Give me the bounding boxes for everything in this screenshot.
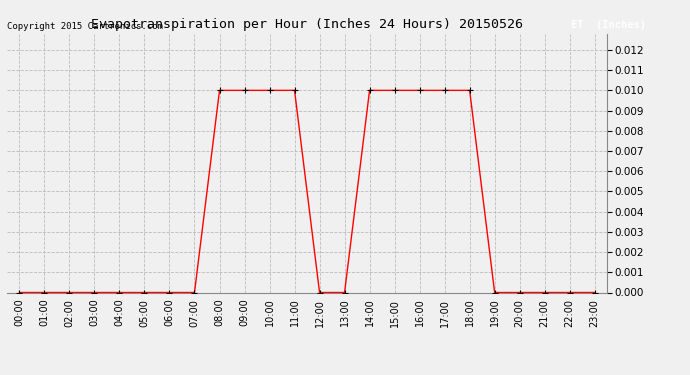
Text: Copyright 2015 Cartronics.com: Copyright 2015 Cartronics.com bbox=[7, 22, 163, 31]
Title: Evapotranspiration per Hour (Inches 24 Hours) 20150526: Evapotranspiration per Hour (Inches 24 H… bbox=[91, 18, 523, 31]
Text: ET  (Inches): ET (Inches) bbox=[571, 20, 647, 30]
